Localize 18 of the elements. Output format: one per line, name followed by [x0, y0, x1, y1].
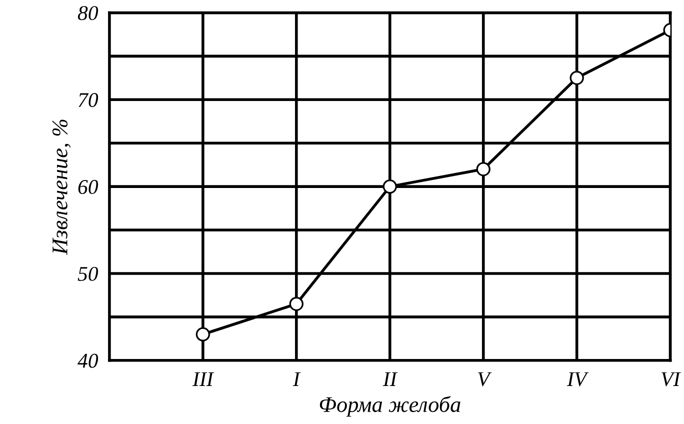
x-tick-label: IV [566, 372, 589, 386]
y-tick-label: 60 [78, 180, 98, 194]
x-axis-title: Форма желоба [320, 396, 460, 417]
x-tick-label: III [192, 372, 214, 386]
point [382, 179, 397, 194]
y-tick-label: 70 [78, 93, 98, 108]
x-tick-label: VI [662, 372, 681, 386]
y-tick-label: 80 [78, 6, 98, 20]
y-axis-title: Извлечение, % [52, 120, 71, 255]
point [289, 296, 304, 311]
x-tick-label: V [478, 372, 492, 386]
point [196, 327, 210, 342]
y-tick-label: 40 [78, 354, 98, 368]
x-tick-label: I [292, 372, 301, 386]
point [476, 162, 490, 176]
x-tick-label: II [382, 372, 398, 386]
y-tick-label: 50 [78, 266, 98, 281]
point [570, 70, 584, 85]
